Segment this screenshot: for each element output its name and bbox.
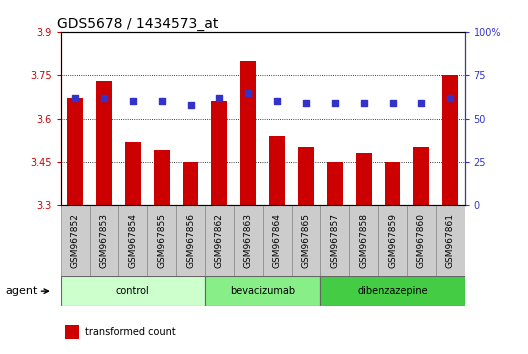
Text: GDS5678 / 1434573_at: GDS5678 / 1434573_at (56, 17, 218, 31)
Bar (349, 205, 378, 276)
Text: transformed count: transformed count (85, 327, 176, 337)
Point (186, 102, 195, 108)
Bar (413, 148, 429, 205)
Text: GSM967862: GSM967862 (215, 213, 224, 268)
Point (244, 90, 252, 96)
Bar (234, 205, 263, 276)
Bar (125, 142, 141, 205)
Text: bevacizumab: bevacizumab (230, 286, 295, 296)
Bar (154, 150, 169, 205)
Text: GSM967856: GSM967856 (186, 213, 195, 268)
Text: GSM967853: GSM967853 (99, 213, 108, 268)
Bar (298, 148, 314, 205)
Bar (183, 162, 199, 205)
Text: GSM967858: GSM967858 (359, 213, 368, 268)
Point (129, 98, 137, 104)
Point (215, 95, 224, 101)
Bar (320, 205, 349, 276)
Text: GSM967857: GSM967857 (331, 213, 340, 268)
Bar (212, 101, 228, 205)
Bar (240, 61, 256, 205)
Point (360, 100, 368, 106)
Bar (327, 162, 343, 205)
Bar (65, 325, 79, 339)
Bar (61, 205, 90, 276)
Text: GSM967865: GSM967865 (301, 213, 310, 268)
Bar (378, 205, 407, 276)
Bar (291, 205, 320, 276)
Point (100, 95, 108, 101)
Point (446, 95, 455, 101)
Bar (407, 205, 436, 276)
Point (71, 95, 79, 101)
Bar (96, 81, 112, 205)
Bar (205, 276, 320, 306)
Point (331, 100, 339, 106)
Bar (320, 276, 465, 306)
Text: agent: agent (5, 286, 37, 296)
Bar (205, 205, 234, 276)
Text: GSM967859: GSM967859 (388, 213, 397, 268)
Point (388, 100, 397, 106)
Point (417, 100, 426, 106)
Bar (61, 276, 205, 306)
Bar (436, 205, 465, 276)
Text: GSM967861: GSM967861 (446, 213, 455, 268)
Text: GSM967863: GSM967863 (244, 213, 253, 268)
Text: GSM967860: GSM967860 (417, 213, 426, 268)
Bar (67, 98, 83, 205)
Text: dibenzazepine: dibenzazepine (357, 286, 428, 296)
Bar (356, 153, 372, 205)
Bar (262, 205, 291, 276)
Point (301, 100, 310, 106)
Text: control: control (116, 286, 150, 296)
Bar (442, 75, 458, 205)
Bar (384, 162, 400, 205)
Text: GSM967864: GSM967864 (272, 213, 281, 268)
Point (273, 98, 281, 104)
Bar (118, 205, 147, 276)
Bar (90, 205, 118, 276)
Bar (147, 205, 176, 276)
Point (157, 98, 166, 104)
Text: GSM967855: GSM967855 (157, 213, 166, 268)
Text: GSM967854: GSM967854 (128, 213, 137, 268)
Bar (176, 205, 205, 276)
Text: GSM967852: GSM967852 (71, 213, 80, 268)
Bar (269, 136, 285, 205)
